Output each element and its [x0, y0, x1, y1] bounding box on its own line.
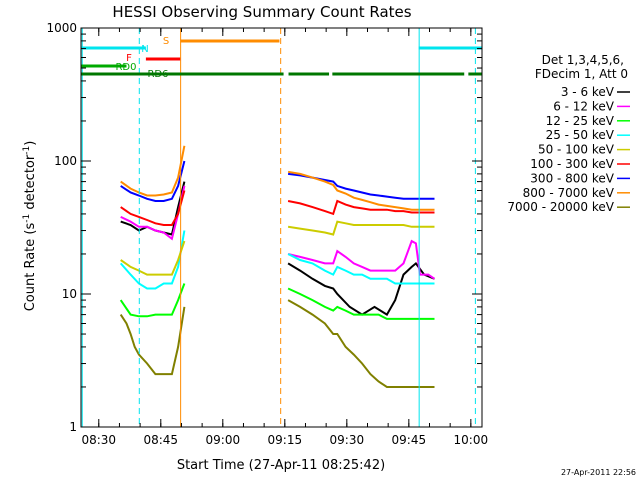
y-tick-label: 1: [69, 420, 77, 434]
x-tick-label: 10:00: [454, 433, 489, 447]
legend-label: 6 - 12 keV: [553, 99, 615, 113]
flag-label: RD0: [115, 62, 136, 73]
legend-label: 100 - 300 keV: [530, 157, 614, 171]
event-lines-layer: [81, 28, 476, 427]
x-tick-label: 09:45: [392, 433, 427, 447]
legend-label: 25 - 50 keV: [546, 128, 615, 142]
series-line: [287, 172, 435, 200]
x-tick-label: 08:30: [81, 433, 116, 447]
legend-label: 3 - 6 keV: [561, 85, 615, 99]
chart-title: HESSI Observing Summary Count Rates: [112, 3, 411, 21]
series-line: [120, 185, 186, 241]
flag-label: S: [163, 36, 169, 47]
series-line: [287, 239, 436, 280]
series-line: [287, 299, 435, 388]
series-line: [120, 160, 186, 202]
axes-layer: 08:30 08:45 09:00 09:15 09:30 09:45 10:00 1 10 10…: [46, 21, 488, 447]
series-4: [120, 220, 435, 276]
flags-layer: NF S RD0 RD6: [81, 36, 482, 80]
series-line: [119, 306, 186, 376]
legend: Det 1,3,4,5,6, FDecim 1, Att 0 3 - 6 keV…: [507, 53, 630, 214]
y-tick-label: 10: [62, 287, 77, 301]
x-tick-label: 09:30: [330, 433, 365, 447]
legend-label: 300 - 800 keV: [530, 171, 614, 185]
series-2: [119, 283, 435, 320]
series-6: [120, 160, 435, 202]
series-0: [120, 181, 435, 316]
legend-label: 50 - 100 keV: [538, 143, 615, 157]
series-line: [287, 253, 435, 285]
series-7: [120, 145, 435, 211]
x-tick-label: 09:00: [206, 433, 241, 447]
series-line: [119, 283, 186, 318]
x-tick-label: 08:45: [143, 433, 178, 447]
series-line: [287, 287, 435, 320]
plot-frame: [80, 27, 483, 428]
series-line: [120, 240, 186, 276]
flag-label: RD6: [147, 69, 168, 80]
x-axis-label: Start Time (27-Apr-11 08:25:42): [177, 458, 385, 473]
y-tick-label: 1000: [46, 21, 77, 35]
legend-label: 800 - 7000 keV: [523, 186, 615, 200]
y-tick-label: 100: [54, 154, 77, 168]
legend-label: 7000 - 20000 keV: [507, 200, 614, 214]
legend-label: 12 - 25 keV: [546, 114, 615, 128]
series-8: [119, 299, 435, 388]
legend-header-line-2: FDecim 1, Att 0: [535, 67, 628, 81]
series-5: [120, 190, 435, 226]
series-line: [119, 230, 186, 290]
flag-label: N: [141, 44, 148, 55]
series-line: [287, 261, 435, 316]
series-line: [287, 199, 435, 216]
series-line: [287, 220, 435, 236]
series-layer: [119, 145, 436, 388]
series-1: [120, 185, 436, 280]
flag-label: F: [126, 53, 132, 64]
timestamp: 27-Apr-2011 22:56: [561, 468, 636, 477]
series-3: [119, 230, 435, 290]
series-line: [120, 145, 186, 197]
legend-header-line-1: Det 1,3,4,5,6,: [542, 53, 624, 67]
series-line: [287, 170, 435, 211]
x-tick-label: 09:15: [268, 433, 303, 447]
y-axis-label: Count Rate (s-1 detector-1): [22, 141, 38, 312]
series-line: [120, 190, 186, 226]
